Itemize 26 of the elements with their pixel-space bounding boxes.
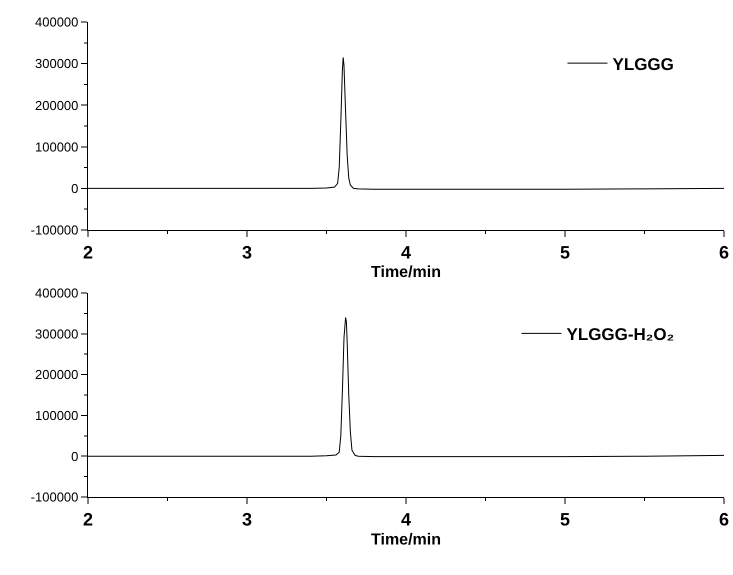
x-tick-label: 5: [560, 510, 570, 530]
legend-label: YLGGG-H₂O₂: [566, 324, 674, 344]
x-tick-label: 2: [82, 510, 94, 530]
y-tick-label: 300000: [35, 326, 78, 342]
y-tick-label: 0: [71, 180, 78, 196]
x-axis-title: Time/min: [371, 531, 441, 548]
x-tick-label: 3: [242, 242, 252, 263]
x-tick-label: 3: [242, 510, 252, 530]
y-tick-label: 400000: [35, 14, 78, 30]
legend-label: YLGGG: [612, 54, 674, 74]
y-tick-label: 200000: [35, 98, 78, 113]
x-tick-label: 4: [400, 510, 412, 530]
y-tick-label: 200000: [35, 367, 78, 382]
y-tick-label: 400000: [35, 286, 78, 301]
x-tick-label: 6: [718, 510, 730, 530]
x-tick-label: 6: [718, 242, 730, 263]
x-tick-label: 2: [82, 242, 94, 263]
x-axis-title: Time/min: [371, 264, 441, 281]
y-tick-label: 300000: [35, 56, 78, 72]
y-tick-label: 0: [71, 448, 78, 464]
x-tick-label: 4: [400, 242, 412, 263]
x-tick-label: 5: [560, 242, 570, 263]
y-tick-label: -100000: [30, 222, 78, 238]
y-tick-label: 100000: [35, 408, 78, 423]
y-tick-label: -100000: [30, 490, 78, 505]
y-tick-label: 100000: [35, 139, 78, 154]
